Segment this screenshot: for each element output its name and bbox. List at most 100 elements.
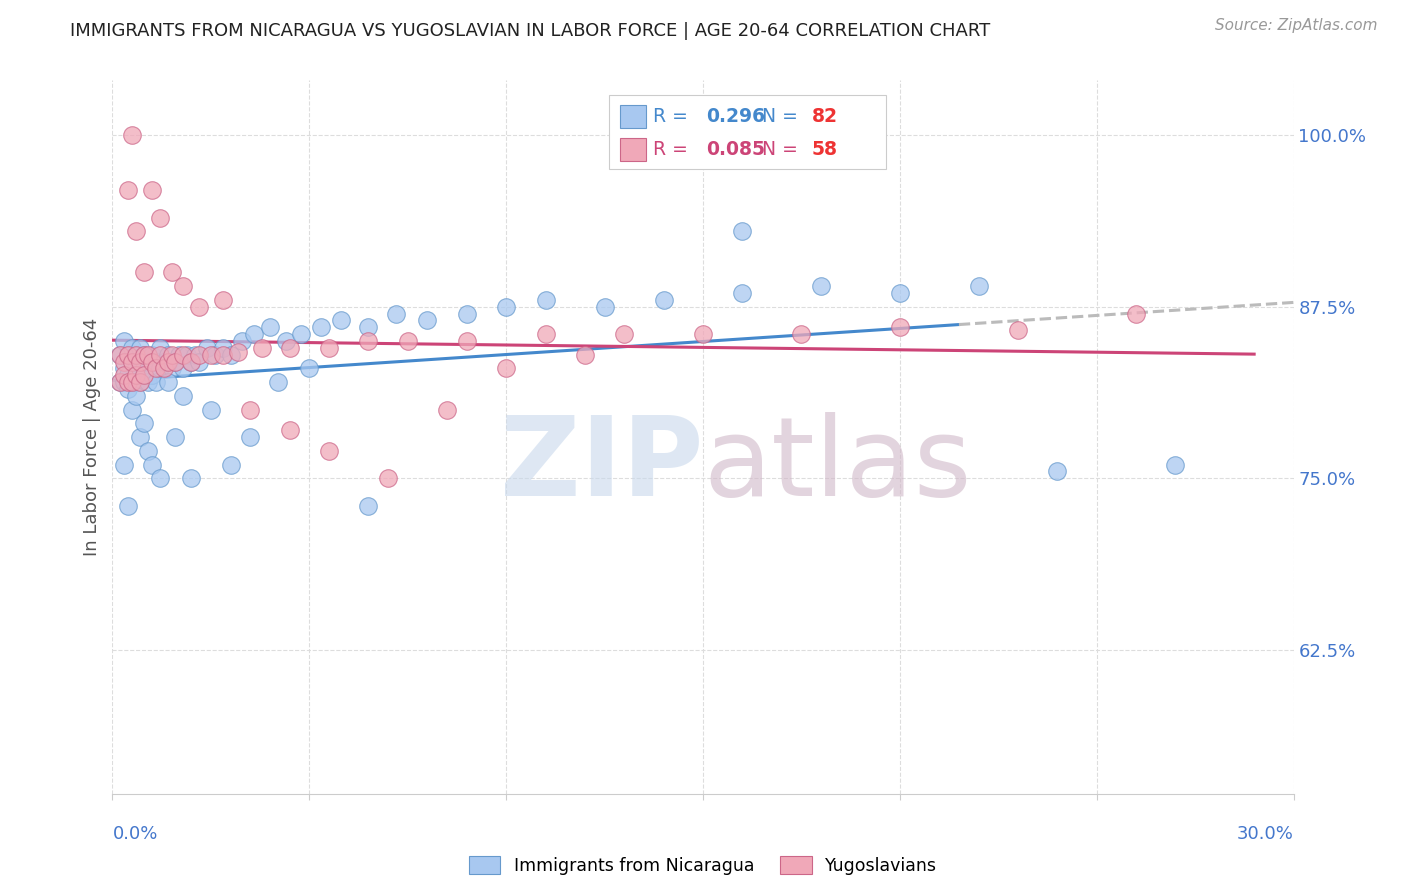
Point (593, 300, 616, 314)
FancyBboxPatch shape (620, 105, 647, 128)
Point (172, 389, 194, 403)
Point (692, 327, 714, 342)
Point (110, 375, 132, 389)
Point (416, 313, 439, 327)
Point (165, 354, 187, 368)
Point (243, 327, 266, 342)
Text: 0.296: 0.296 (707, 107, 766, 126)
Point (129, 354, 152, 368)
Point (129, 341, 152, 355)
Point (180, 471, 202, 485)
Text: R =: R = (654, 140, 695, 159)
Point (184, 348, 207, 362)
Point (156, 348, 179, 362)
Point (495, 361, 517, 376)
Point (534, 293, 557, 307)
Point (436, 402, 458, 417)
Point (1164, 458, 1187, 472)
Point (180, 354, 202, 368)
Text: 0.085: 0.085 (707, 140, 765, 159)
Point (110, 348, 132, 362)
Point (219, 458, 242, 472)
Point (259, 320, 281, 334)
Point (790, 327, 813, 342)
FancyBboxPatch shape (620, 138, 647, 161)
FancyBboxPatch shape (609, 95, 886, 169)
Point (211, 341, 233, 355)
Point (165, 430, 187, 444)
Point (274, 334, 297, 348)
Point (810, 279, 832, 293)
Point (357, 320, 380, 334)
Point (967, 279, 990, 293)
Point (132, 348, 155, 362)
Point (136, 443, 159, 458)
Point (172, 361, 194, 376)
Text: 82: 82 (811, 107, 838, 126)
Point (231, 334, 253, 348)
Point (889, 285, 911, 300)
Point (125, 224, 148, 238)
Point (125, 389, 148, 403)
Point (132, 361, 155, 376)
Point (200, 402, 222, 417)
Point (219, 348, 242, 362)
Point (132, 348, 155, 362)
Point (195, 341, 218, 355)
Point (239, 402, 262, 417)
Point (211, 348, 233, 362)
Point (141, 368, 163, 383)
Point (121, 128, 143, 143)
Point (145, 375, 167, 389)
Text: N =: N = (762, 107, 804, 126)
Point (290, 327, 312, 342)
Point (117, 499, 139, 513)
Point (121, 341, 143, 355)
Point (132, 265, 155, 279)
Point (117, 348, 139, 362)
Point (149, 341, 172, 355)
Point (112, 334, 135, 348)
Text: R =: R = (654, 107, 695, 126)
Point (121, 375, 143, 389)
Point (121, 354, 143, 368)
Point (125, 348, 148, 362)
Point (534, 327, 557, 342)
Point (110, 375, 132, 389)
Point (125, 375, 148, 389)
Text: N =: N = (762, 140, 804, 159)
Point (267, 375, 290, 389)
Point (176, 348, 198, 362)
Point (250, 341, 273, 355)
Text: atlas: atlas (703, 412, 972, 519)
Point (121, 354, 143, 368)
Point (141, 354, 163, 368)
Point (160, 265, 183, 279)
Point (110, 348, 132, 362)
Legend: Immigrants from Nicaragua, Yugoslavians: Immigrants from Nicaragua, Yugoslavians (461, 849, 945, 881)
Point (136, 354, 159, 368)
Point (129, 375, 152, 389)
Point (200, 348, 222, 362)
Point (149, 348, 172, 362)
Point (309, 320, 332, 334)
Point (149, 211, 172, 225)
Point (278, 341, 301, 355)
Point (357, 499, 380, 513)
Point (160, 361, 183, 376)
Point (136, 348, 159, 362)
Point (117, 368, 139, 383)
Point (156, 354, 179, 368)
Point (165, 354, 187, 368)
Point (112, 368, 135, 383)
Text: IMMIGRANTS FROM NICARAGUA VS YUGOSLAVIAN IN LABOR FORCE | AGE 20-64 CORRELATION : IMMIGRANTS FROM NICARAGUA VS YUGOSLAVIAN… (70, 22, 991, 40)
Point (160, 348, 183, 362)
Point (169, 348, 191, 362)
Text: ZIP: ZIP (499, 412, 703, 519)
Point (731, 285, 754, 300)
Point (117, 183, 139, 197)
Point (117, 375, 139, 389)
Point (117, 348, 139, 362)
Point (141, 183, 163, 197)
Point (141, 458, 163, 472)
